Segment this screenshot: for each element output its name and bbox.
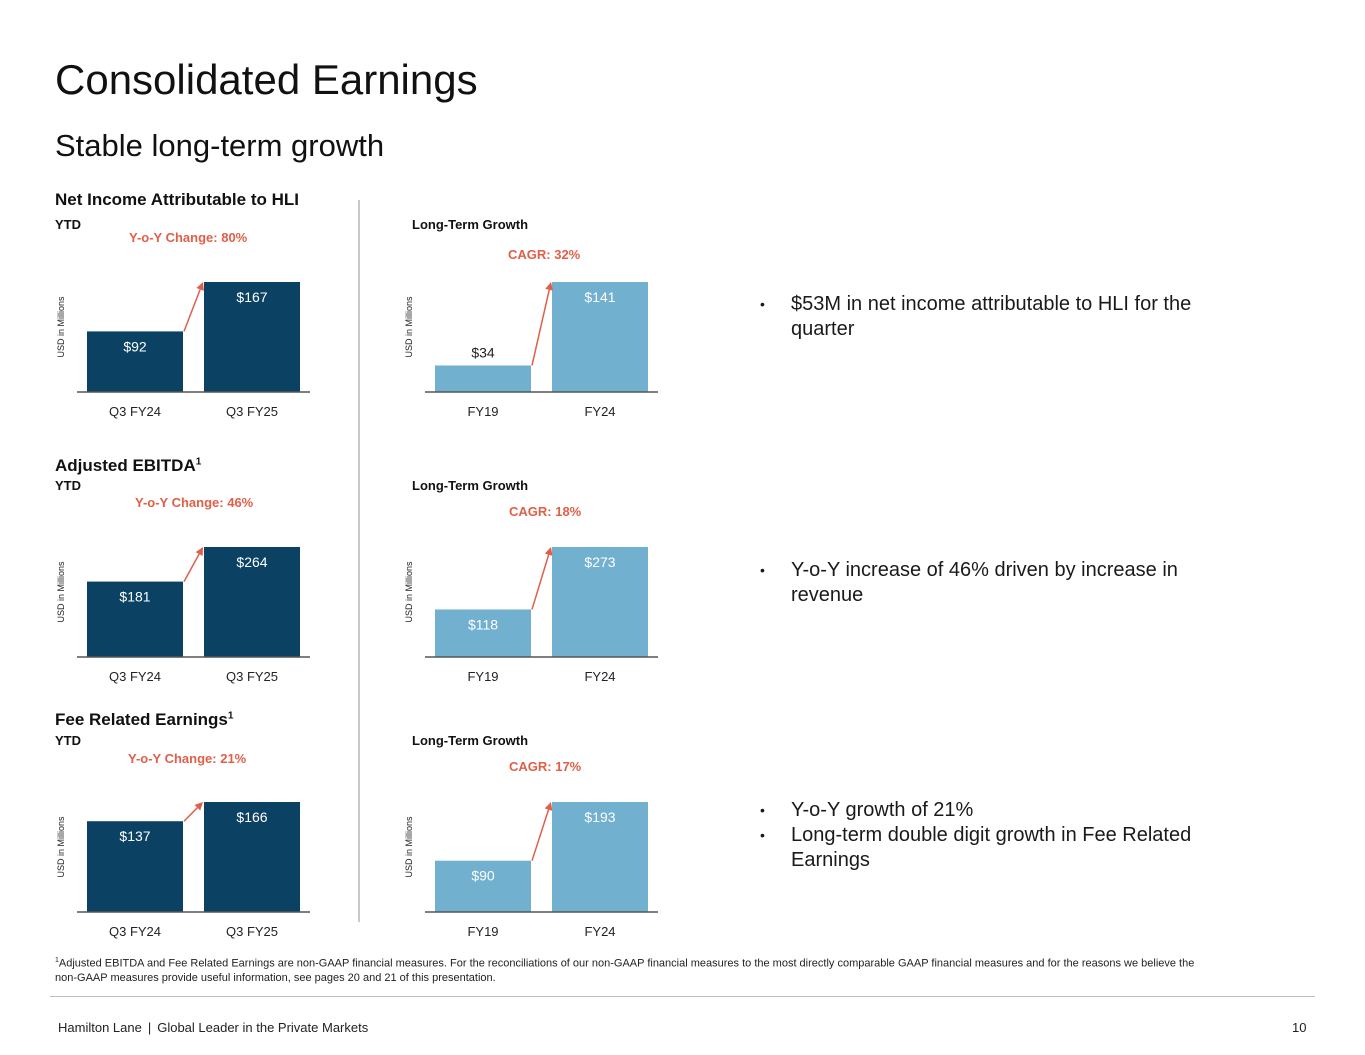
x-tick-label: Q3 FY25 xyxy=(226,669,278,684)
ytd-label: YTD xyxy=(55,478,81,493)
footnote-text: Adjusted EBITDA and Fee Related Earnings… xyxy=(55,957,1195,984)
section-title-text: Net Income Attributable to HLI xyxy=(55,190,299,209)
bar xyxy=(435,365,531,392)
x-tick-label: Q3 FY24 xyxy=(109,924,161,939)
growth-arrow-line xyxy=(183,289,201,332)
x-tick-label: Q3 FY24 xyxy=(109,669,161,684)
cagr-label: CAGR: 17% xyxy=(509,759,582,774)
growth-arrow-head xyxy=(545,282,554,291)
section-title-adjusted-ebitda: Adjusted EBITDA1 xyxy=(55,456,201,476)
x-tick-label: Q3 FY25 xyxy=(226,924,278,939)
bar xyxy=(204,282,300,392)
page-number: 10 xyxy=(1292,1020,1307,1035)
data-label: $118 xyxy=(468,616,498,632)
bar xyxy=(552,282,648,392)
footer-divider xyxy=(50,996,1315,997)
growth-arrow-head xyxy=(544,802,553,811)
growth-arrow-line xyxy=(183,807,198,822)
bar xyxy=(552,547,648,657)
long-term-growth-label: Long-Term Growth xyxy=(412,478,529,493)
data-label: $166 xyxy=(236,809,267,825)
y-axis-label: USD in Millions xyxy=(56,816,66,878)
cagr-label: CAGR: 32% xyxy=(508,247,581,262)
long-term-growth-label: Long-Term Growth xyxy=(412,733,529,748)
net-income-long-term-chart: USD in Millions $34 FY19 $141 FY24 xyxy=(404,282,658,419)
bar xyxy=(87,821,183,912)
net-income-ytd-chart: USD in Millions $92 Q3 FY24 $167 Q3 FY25 xyxy=(56,282,310,419)
bullet-item: $53M in net income attributable to HLI f… xyxy=(760,292,1240,342)
x-tick-label: FY24 xyxy=(584,404,615,419)
x-tick-label: FY19 xyxy=(467,669,498,684)
section-title-text: Adjusted EBITDA xyxy=(55,456,196,475)
data-label: $141 xyxy=(584,289,615,305)
x-tick-label: FY24 xyxy=(584,924,615,939)
yoy-change-label: Y-o-Y Change: 21% xyxy=(128,751,247,766)
footnote: 1Adjusted EBITDA and Fee Related Earning… xyxy=(55,954,1215,985)
data-label: $92 xyxy=(123,338,147,354)
bullet-list-adjusted-ebitda: Y-o-Y increase of 46% driven by increase… xyxy=(760,558,1240,608)
data-label: $273 xyxy=(584,554,615,570)
adjusted-ebitda-ytd-chart: USD in Millions $181 Q3 FY24 $264 Q3 FY25 xyxy=(56,547,310,684)
bar xyxy=(87,331,183,392)
ytd-label: YTD xyxy=(55,217,81,232)
footnote-marker: 1 xyxy=(195,456,202,468)
ytd-label: YTD xyxy=(55,733,81,748)
bar xyxy=(435,609,531,657)
fee-related-earnings-ytd-chart: USD in Millions $137 Q3 FY24 $166 Q3 FY25 xyxy=(56,802,310,939)
y-axis-label: USD in Millions xyxy=(404,561,414,623)
bar xyxy=(204,802,300,912)
y-axis-label: USD in Millions xyxy=(56,296,66,358)
y-axis-label: USD in Millions xyxy=(404,816,414,878)
x-tick-label: Q3 FY25 xyxy=(226,404,278,419)
slide-title: Consolidated Earnings xyxy=(55,56,478,103)
bullet-item: Y-o-Y growth of 21% xyxy=(760,798,1240,823)
long-term-growth-label: Long-Term Growth xyxy=(412,217,529,232)
x-tick-label: FY19 xyxy=(467,924,498,939)
growth-arrow-head xyxy=(544,547,553,556)
fee-related-earnings-long-term-chart: USD in Millions $90 FY19 $193 FY24 xyxy=(404,802,658,939)
growth-arrow-line xyxy=(183,553,200,582)
growth-arrow-line xyxy=(531,554,550,610)
bullet-list-fee-related-earnings: Y-o-Y growth of 21% Long-term double dig… xyxy=(760,798,1240,873)
section-title-text: Fee Related Earnings xyxy=(55,710,228,729)
yoy-change-label: Y-o-Y Change: 80% xyxy=(129,230,248,245)
footer-tagline: Global Leader in the Private Markets xyxy=(157,1020,369,1035)
growth-arrow-line xyxy=(531,289,550,366)
adjusted-ebitda-long-term-chart: USD in Millions $118 FY19 $273 FY24 xyxy=(404,547,658,684)
bar xyxy=(204,547,300,657)
bar xyxy=(552,802,648,912)
growth-arrow-head xyxy=(196,282,204,291)
data-label: $193 xyxy=(584,809,615,825)
footer-separator: | xyxy=(147,1020,152,1035)
data-label: $264 xyxy=(236,554,267,570)
cagr-label: CAGR: 18% xyxy=(509,504,582,519)
footer-left: Hamilton Lane | Global Leader in the Priva… xyxy=(58,1020,368,1035)
data-label: $181 xyxy=(119,589,150,605)
footer-company: Hamilton Lane xyxy=(58,1020,142,1035)
bullet-item: Y-o-Y increase of 46% driven by increase… xyxy=(760,558,1240,608)
bullet-list-net-income: $53M in net income attributable to HLI f… xyxy=(760,292,1240,342)
x-tick-label: Q3 FY24 xyxy=(109,404,161,419)
footnote-marker: 1 xyxy=(227,710,234,722)
data-label: $137 xyxy=(119,828,150,844)
yoy-change-label: Y-o-Y Change: 46% xyxy=(135,495,254,510)
growth-arrow-head xyxy=(195,547,203,556)
growth-arrow-head xyxy=(194,802,203,811)
data-label: $167 xyxy=(236,289,267,305)
data-label: $34 xyxy=(471,344,495,360)
y-axis-label: USD in Millions xyxy=(56,561,66,623)
section-title-fee-related-earnings: Fee Related Earnings1 xyxy=(55,710,233,730)
x-tick-label: FY19 xyxy=(467,404,498,419)
bar xyxy=(87,581,183,657)
slide-subtitle: Stable long-term growth xyxy=(55,128,385,163)
data-label: $90 xyxy=(471,868,495,884)
vertical-divider xyxy=(358,200,360,922)
y-axis-label: USD in Millions xyxy=(404,296,414,358)
footnote-marker: 1 xyxy=(55,957,59,964)
bullet-item: Long-term double digit growth in Fee Rel… xyxy=(760,823,1240,873)
section-title-net-income: Net Income Attributable to HLI xyxy=(55,190,299,210)
x-tick-label: FY24 xyxy=(584,669,615,684)
growth-arrow-line xyxy=(531,809,550,861)
bar xyxy=(435,860,531,912)
